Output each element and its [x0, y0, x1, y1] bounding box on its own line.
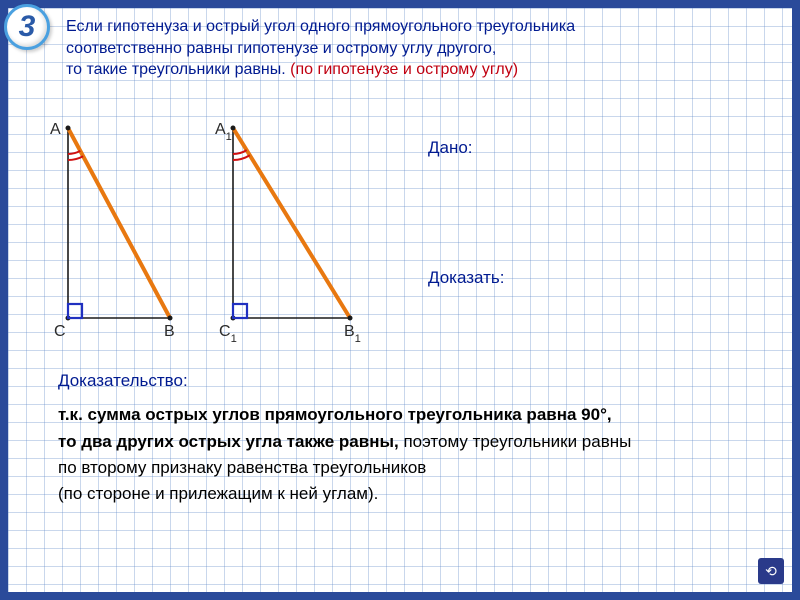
theorem-line1: Если гипотенуза и острый угол одного пря… [66, 18, 575, 35]
proof-line1: т.к. сумма острых углов прямоугольного т… [58, 402, 762, 428]
proof-block: Доказательство: т.к. сумма острых углов … [58, 368, 762, 508]
svg-text:C: C [54, 323, 66, 340]
proof-line2: то два других острых угла также равны, п… [58, 429, 762, 455]
proof-line4: (по стороне и прилежащим к ней углам). [58, 481, 762, 507]
proof-line3: по второму признаку равенства треугольни… [58, 455, 762, 481]
svg-text:A: A [50, 121, 61, 138]
theorem-line3b: (по гипотенузе и острому углу) [290, 61, 518, 78]
proof-line2b: поэтому треугольники равны [403, 432, 631, 451]
svg-text:B1: B1 [344, 323, 361, 345]
badge-circle: 3 [4, 4, 50, 50]
svg-text:B: B [164, 323, 175, 340]
replay-glyph: ⟲ [765, 563, 777, 580]
triangles-svg: A B C A1 B1 C1 [48, 118, 408, 348]
theorem-line2: соответственно равны гипотенузе и остром… [66, 40, 496, 57]
slide-frame: 3 Если гипотенуза и острый угол одного п… [0, 0, 800, 600]
svg-text:A1: A1 [215, 121, 232, 143]
slide-number-badge: 3 [4, 4, 50, 50]
proof-line2a: то два других острых угла также равны, [58, 432, 403, 451]
theorem-text: Если гипотенуза и острый угол одного пря… [66, 16, 772, 81]
replay-icon[interactable]: ⟲ [758, 558, 784, 584]
given-label: Дано: [428, 138, 473, 158]
diagram: A B C A1 B1 C1 [48, 118, 408, 348]
proof-title: Доказательство: [58, 368, 762, 394]
theorem-line3a: то такие треугольники равны. [66, 61, 290, 78]
prove-label: Доказать: [428, 268, 504, 288]
badge-number: 3 [19, 10, 36, 44]
svg-text:C1: C1 [219, 323, 237, 345]
